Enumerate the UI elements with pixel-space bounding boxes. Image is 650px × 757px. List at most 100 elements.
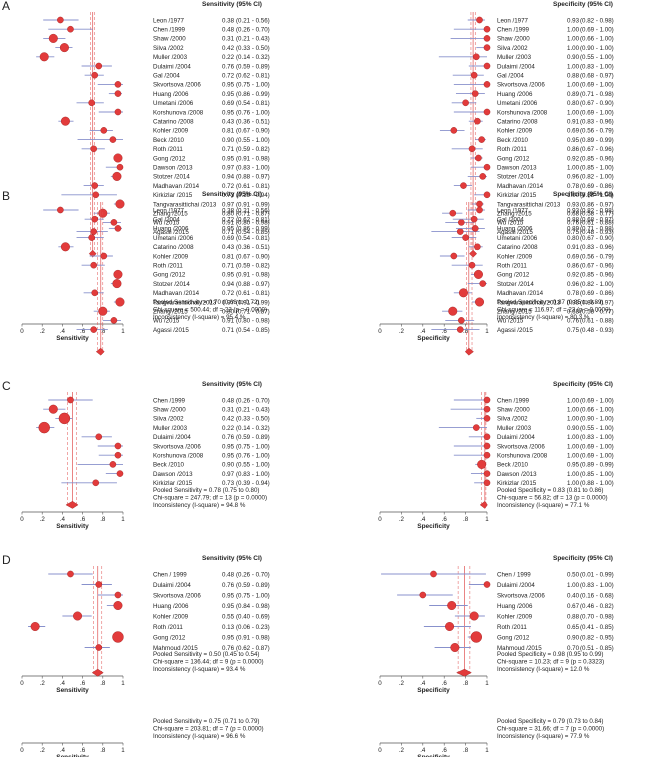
study-label: Skvortsova /2006 [153, 592, 201, 599]
forest-panel-c-specificity: Specificity (95% CI)Chen /1999 1.00 (0.69 … [378, 381, 613, 694]
study-ci-text: (0.56 - 0.79) [580, 253, 614, 260]
study-point [479, 280, 487, 287]
study-label: Leon /1977 [497, 207, 529, 214]
study-label: Catarino /2008 [497, 244, 538, 251]
study-label: Leon /1977 [153, 207, 185, 214]
study-ci-text: (0.82 - 0.95) [580, 634, 614, 641]
study-label: Shaw /2000 [497, 36, 530, 43]
x-tick-label: .6 [80, 516, 86, 523]
study-point [112, 279, 122, 289]
study-point [100, 127, 108, 134]
study-ci-text: (0.21 - 0.56) [236, 17, 270, 24]
study-point [476, 206, 483, 214]
study-point [479, 173, 487, 180]
study-label: Stotzer /2014 [153, 281, 190, 288]
summary-line: Inconsistency (I-square) = 77.9 % [497, 733, 590, 740]
study-ci-text: (0.46 - 0.82) [580, 603, 614, 610]
study-ci-text: (0.58 - 0.77) [580, 309, 614, 316]
study-value: 0.68 [567, 211, 580, 218]
study-value: 0.95 [222, 453, 235, 460]
study-label: Dawson /2013 [153, 165, 193, 172]
study-value: 0.42 [222, 416, 235, 423]
study-point [483, 451, 491, 459]
study-value: 0.31 [222, 407, 235, 414]
study-label: Dulaimi /2004 [497, 63, 535, 70]
study-value: 0.13 [222, 624, 235, 631]
column-title: Specificity (95% CI) [553, 1, 613, 8]
study-label: Roth /2011 [153, 146, 183, 153]
study-label: Skvortsova /2006 [497, 443, 545, 450]
study-value: 0.48 [222, 397, 235, 404]
study-point [30, 622, 40, 632]
study-ci-text: (0.56 - 0.79) [580, 128, 614, 135]
study-label: Catarino /2008 [153, 119, 194, 126]
study-value: 0.22 [222, 425, 235, 432]
study-label: Stotzer /2014 [153, 174, 190, 181]
study-point [445, 622, 455, 632]
study-ci-text: (0.62 - 0.87) [236, 645, 270, 652]
study-label: Gong /2012 [497, 634, 530, 641]
study-ci-text: (0.83 - 0.96) [580, 244, 614, 251]
study-value: 0.71 [222, 263, 235, 270]
study-value: 0.88 [567, 73, 580, 80]
study-ci-text: (0.69 - 1.00) [580, 82, 614, 89]
study-value: 1.00 [567, 434, 580, 441]
study-value: 0.72 [222, 73, 235, 80]
study-point [483, 62, 491, 70]
study-value: 0.78 [567, 290, 580, 297]
study-ci-text: (0.83 - 1.00) [236, 165, 270, 172]
study-value: 0.69 [222, 100, 235, 107]
study-ci-text: (0.84 - 0.98) [236, 603, 270, 610]
study-label: Umetani /2006 [153, 100, 194, 107]
x-tick-label: .2 [40, 680, 46, 687]
study-label: Kirkizlar /2015 [153, 192, 193, 199]
study-ci-text: (0.76 - 1.00) [236, 109, 270, 116]
study-value: 0.67 [567, 603, 580, 610]
study-value: 0.91 [567, 119, 580, 126]
x-tick-label: 1 [121, 328, 125, 335]
study-ci-text: (0.86 - 0.99) [236, 91, 270, 98]
study-ci-text: (0.75 - 1.00) [236, 592, 270, 599]
study-point [447, 601, 457, 611]
study-label: Roth /2011 [153, 263, 183, 270]
x-tick-label: 1 [121, 747, 125, 754]
study-ci-text: (0.55 - 1.00) [580, 54, 614, 61]
panel-letter: A [2, 0, 10, 13]
study-ci-text: (0.61 - 0.81) [236, 183, 270, 190]
forest-panel-a-sensitivity: A Sensitivity (95% CI)Leon /1977 0.38 (0.21… [2, 0, 270, 342]
study-value: 0.69 [222, 235, 235, 242]
study-point [471, 225, 479, 232]
forest-panel-b-sensitivity: B Sensitivity (95% CI)Leon /1977 0.38 (0.21… [2, 189, 270, 530]
study-value: 0.69 [567, 253, 580, 260]
study-value: 0.97 [222, 201, 235, 208]
study-label: Roth /2011 [153, 624, 183, 631]
study-label: Kohler /2009 [497, 128, 533, 135]
study-label: Gong /2012 [153, 634, 186, 641]
study-ci-text: (0.21 - 0.56) [236, 207, 270, 214]
study-label: Roth /2011 [497, 624, 527, 631]
study-label: Catarino /2008 [153, 244, 194, 251]
study-point [458, 317, 465, 324]
study-value: 0.22 [222, 54, 235, 61]
study-point [91, 215, 99, 223]
study-ci-text: (0.80 - 0.98) [236, 318, 270, 325]
summary-line: Inconsistency (I-square) = 77.1 % [497, 502, 590, 509]
x-tick-label: .4 [60, 680, 66, 687]
x-tick-label: .6 [80, 747, 86, 754]
study-value: 0.76 [222, 645, 235, 652]
x-tick-label: .6 [80, 680, 86, 687]
study-value: 0.96 [567, 174, 580, 181]
study-label: Umetani /2006 [497, 235, 538, 242]
study-value: 1.00 [567, 27, 580, 34]
study-value: 0.93 [567, 201, 580, 208]
study-point [114, 591, 122, 599]
study-point [483, 108, 491, 116]
study-point [114, 225, 122, 232]
study-point [470, 71, 478, 79]
study-value: 1.00 [567, 109, 580, 116]
study-label: Beck /2010 [153, 137, 185, 144]
study-ci-text: (0.80 - 0.98) [236, 220, 270, 227]
study-label: Agassi /2015 [497, 229, 533, 236]
study-point [113, 269, 123, 279]
study-value: 1.00 [567, 82, 580, 89]
